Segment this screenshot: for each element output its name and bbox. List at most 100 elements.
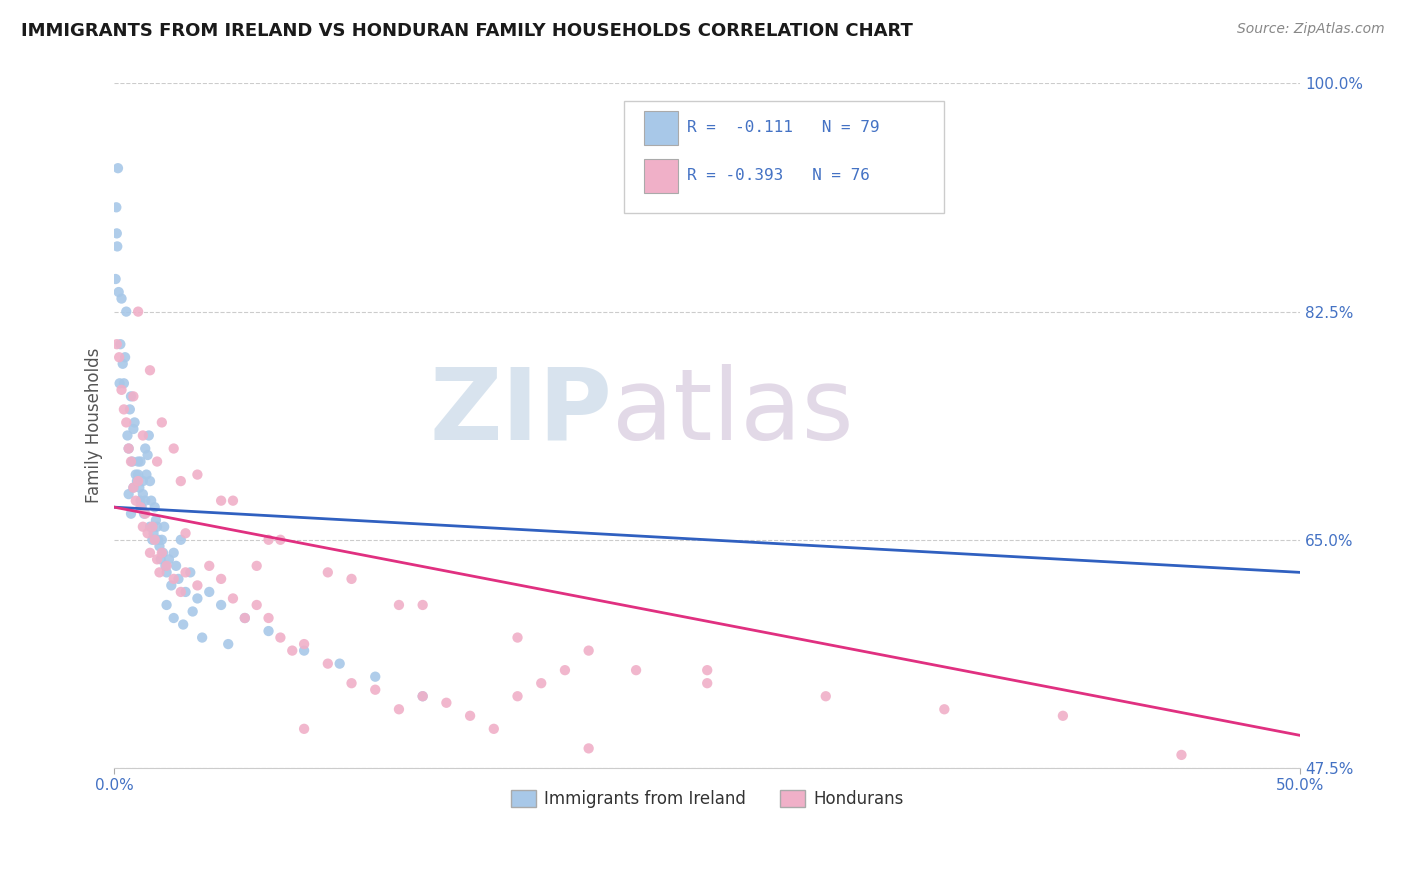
Point — [696, 663, 718, 677]
Point — [292, 637, 315, 651]
Point — [125, 474, 148, 488]
Point — [198, 585, 221, 599]
Point — [257, 611, 280, 625]
Text: Source: ZipAtlas.com: Source: ZipAtlas.com — [1237, 22, 1385, 37]
Point — [129, 500, 152, 515]
Point — [143, 533, 166, 547]
Point — [120, 389, 142, 403]
Point — [148, 539, 170, 553]
Point — [142, 526, 165, 541]
Point — [122, 389, 145, 403]
Point — [153, 520, 176, 534]
Point — [257, 533, 280, 547]
Point — [112, 376, 135, 391]
Point — [163, 611, 186, 625]
Y-axis label: Family Households: Family Households — [86, 348, 103, 503]
Point — [155, 558, 177, 573]
Point — [105, 200, 128, 214]
Point — [292, 643, 315, 657]
Point — [115, 416, 138, 430]
Point — [554, 663, 576, 677]
Point — [143, 500, 166, 515]
Point — [146, 454, 169, 468]
Point — [141, 533, 163, 547]
Point — [148, 566, 170, 580]
Point — [134, 507, 156, 521]
Point — [107, 285, 129, 299]
Point — [127, 304, 149, 318]
Point — [163, 442, 186, 456]
Point — [281, 643, 304, 657]
Point — [122, 481, 145, 495]
Point — [434, 696, 457, 710]
Point — [138, 428, 160, 442]
Point — [149, 552, 172, 566]
Point — [110, 383, 132, 397]
Point — [146, 552, 169, 566]
Point — [122, 481, 145, 495]
Point — [155, 558, 177, 573]
Point — [696, 676, 718, 690]
Point — [458, 708, 481, 723]
Point — [174, 585, 197, 599]
Point — [246, 558, 269, 573]
Point — [186, 467, 208, 482]
Point — [152, 546, 174, 560]
Point — [257, 624, 280, 638]
Point — [209, 493, 232, 508]
Point — [364, 670, 387, 684]
Point — [222, 591, 245, 606]
FancyBboxPatch shape — [624, 101, 945, 213]
Point — [139, 520, 162, 534]
Text: R =  -0.111   N = 79: R = -0.111 N = 79 — [688, 120, 880, 136]
Point — [139, 474, 162, 488]
Point — [388, 702, 411, 716]
Point — [412, 598, 434, 612]
FancyBboxPatch shape — [644, 159, 678, 193]
Point — [120, 454, 142, 468]
Point — [128, 481, 150, 495]
Point — [132, 474, 155, 488]
Point — [412, 690, 434, 704]
Point — [105, 239, 128, 253]
Point — [145, 513, 167, 527]
Point — [217, 637, 239, 651]
Point — [934, 702, 956, 716]
Point — [170, 533, 193, 547]
Point — [117, 428, 139, 442]
Point — [136, 448, 159, 462]
Point — [150, 416, 173, 430]
Point — [114, 350, 136, 364]
Point — [269, 533, 291, 547]
Point — [578, 741, 600, 756]
Point — [412, 690, 434, 704]
Point — [107, 161, 129, 176]
Point — [111, 357, 134, 371]
Point — [139, 546, 162, 560]
Point — [134, 442, 156, 456]
Point — [135, 467, 157, 482]
Point — [155, 598, 177, 612]
Point — [167, 572, 190, 586]
Point — [209, 598, 232, 612]
Point — [120, 507, 142, 521]
Point — [139, 363, 162, 377]
Point — [141, 520, 163, 534]
Point — [316, 657, 339, 671]
Point — [141, 493, 163, 508]
Point — [129, 493, 152, 508]
Point — [233, 611, 256, 625]
Point — [1170, 878, 1192, 892]
Point — [127, 454, 149, 468]
Point — [233, 611, 256, 625]
Point — [198, 558, 221, 573]
Point — [269, 631, 291, 645]
Point — [209, 572, 232, 586]
Point — [122, 422, 145, 436]
Point — [117, 442, 139, 456]
Point — [127, 474, 149, 488]
Point — [112, 402, 135, 417]
Point — [110, 337, 132, 351]
Point — [129, 454, 152, 468]
Point — [191, 631, 214, 645]
